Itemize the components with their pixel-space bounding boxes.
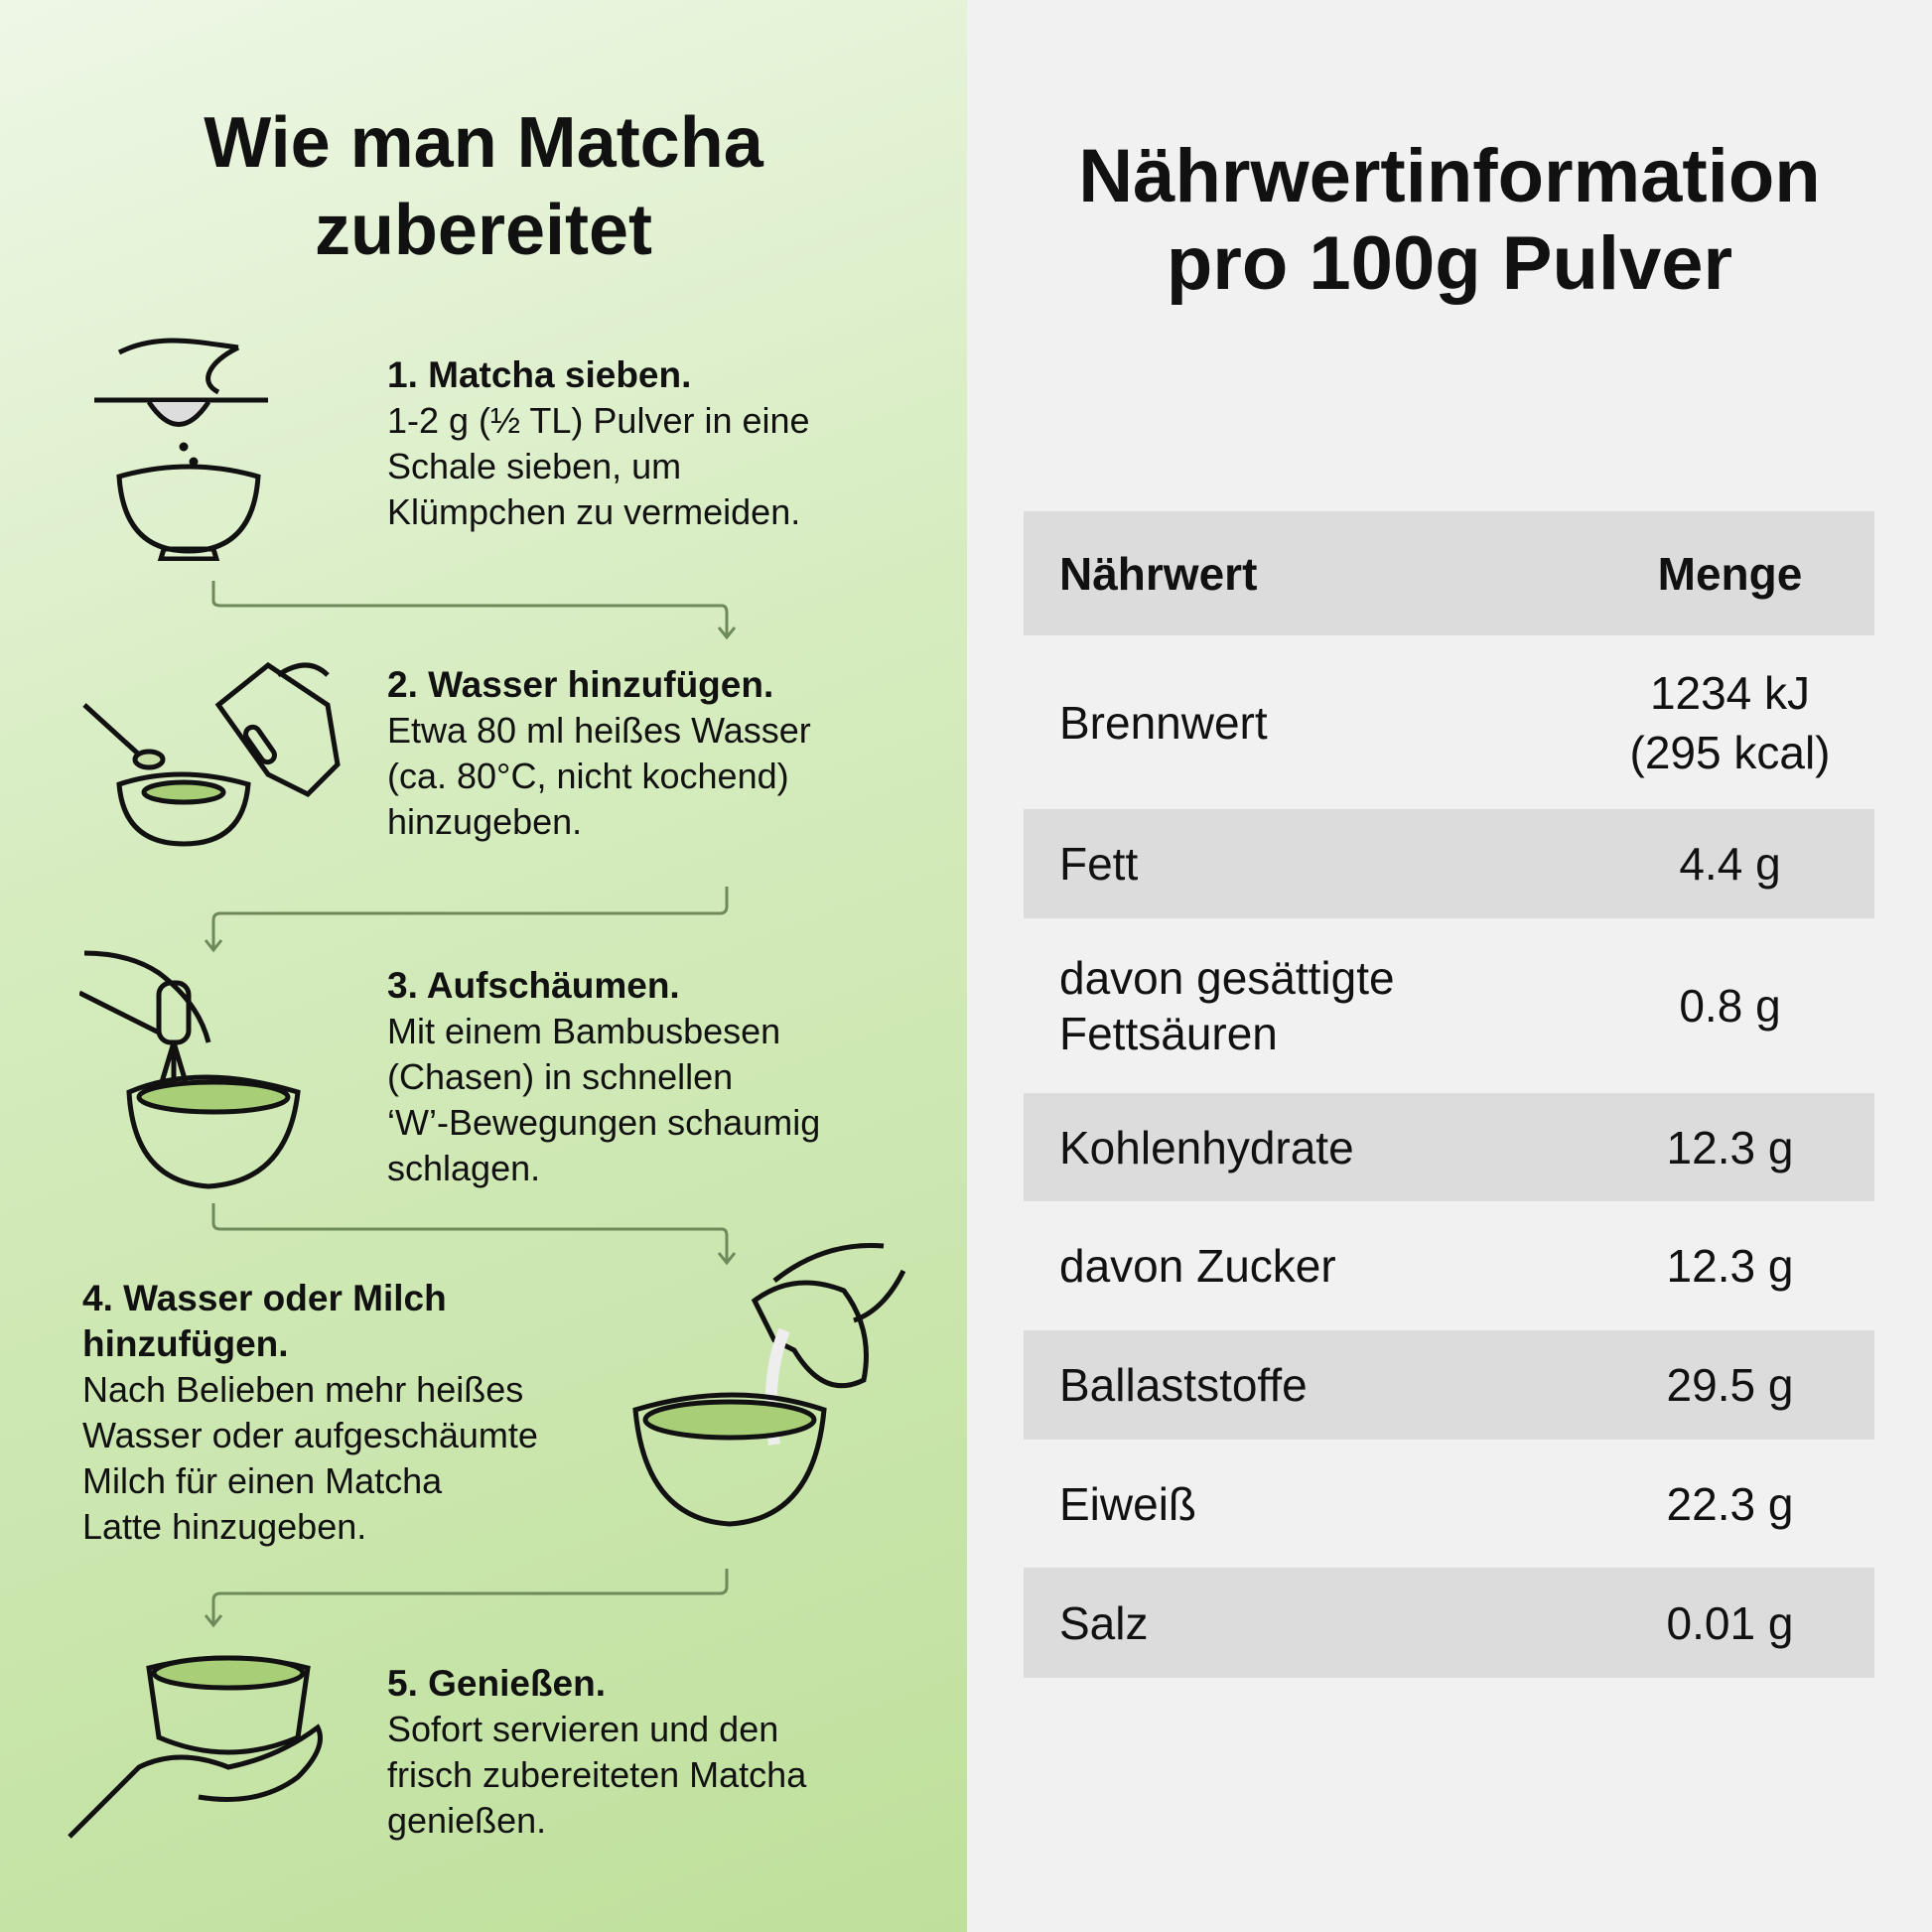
nutrition-title: Nährwertinformation pro 100g Pulver	[967, 133, 1932, 308]
nutrient-value: 0.8 g	[1679, 980, 1781, 1032]
step-text: schlagen.	[387, 1148, 541, 1188]
nutrition-table: Nährwert Menge Brennwert 1234 kJ (295 kcal…	[1024, 511, 1874, 1678]
header-nutrient: Nährwert	[1059, 547, 1258, 600]
nutrient-value: 22.3 g	[1666, 1477, 1794, 1530]
step-text: Schale sieben, um	[387, 446, 682, 486]
table-row: Kohlenhydrate 12.3 g	[1024, 1093, 1874, 1201]
step-text: Nach Belieben mehr heißes	[82, 1369, 524, 1410]
step-5: 5. Genießen. Sofort servieren und den fris…	[387, 1661, 806, 1844]
step-text: Latte hinzugeben.	[82, 1506, 367, 1547]
title-line: pro 100g Pulver	[1166, 221, 1733, 306]
step-text: Sofort servieren und den	[387, 1709, 779, 1749]
step-title: 2. Wasser hinzufügen.	[387, 664, 774, 705]
table-header: Nährwert Menge	[1024, 511, 1874, 635]
nutrient-name: davon Zucker	[1059, 1240, 1336, 1292]
step-title: 1. Matcha sieben.	[387, 354, 692, 395]
connector-arrow-4	[204, 1569, 729, 1628]
step-text: Klümpchen zu vermeiden.	[387, 491, 801, 532]
title-line: zubereitet	[314, 191, 653, 270]
pitcher-bowl-icon	[632, 1242, 906, 1527]
hand-cup-icon	[68, 1655, 323, 1839]
nutrient-value: 4.4 g	[1679, 838, 1781, 890]
table-row: Brennwert 1234 kJ (295 kcal)	[1024, 635, 1874, 809]
title-line: Wie man Matcha	[204, 103, 763, 183]
connector-arrow-2	[204, 887, 729, 953]
instructions-title: Wie man Matcha zubereitet	[0, 99, 967, 274]
step-text: frisch zubereiteten Matcha	[387, 1754, 807, 1795]
nutrient-name: Salz	[1059, 1596, 1149, 1649]
nutrient-name: Ballaststoffe	[1059, 1359, 1308, 1411]
table-row: Eiweiß 22.3 g	[1024, 1440, 1874, 1568]
nutrient-value: 0.01 g	[1666, 1596, 1794, 1649]
step-title: 5. Genießen.	[387, 1663, 607, 1704]
step-text: Mit einem Bambusbesen	[387, 1011, 781, 1051]
step-text: genießen.	[387, 1800, 547, 1841]
step-text: Etwa 80 ml heißes Wasser	[387, 710, 811, 751]
nutrient-value: 29.5 g	[1666, 1359, 1794, 1411]
step-1: 1. Matcha sieben. 1-2 g (½ TL) Pulver in …	[387, 352, 810, 535]
table-row: davon gesättigte Fettsäuren 0.8 g	[1024, 918, 1874, 1093]
nutrient-name: Eiweiß	[1059, 1477, 1197, 1530]
step-2: 2. Wasser hinzufügen. Etwa 80 ml heißes W…	[387, 662, 811, 845]
whisk-bowl-icon	[79, 950, 301, 1189]
nutrient-name: Brennwert	[1059, 696, 1268, 749]
step-text: (ca. 80°C, nicht kochend)	[387, 756, 789, 796]
nutrient-name: davon gesättigte Fettsäuren	[1059, 952, 1395, 1059]
kettle-bowl-icon	[82, 661, 341, 847]
nutrient-value: 12.3 g	[1666, 1240, 1794, 1292]
step-connectors	[204, 581, 737, 1628]
step-3: 3. Aufschäumen. Mit einem Bambusbesen (Cha…	[387, 963, 820, 1191]
header-amount: Menge	[1657, 547, 1803, 600]
nutrient-name: Kohlenhydrate	[1059, 1121, 1354, 1173]
table-row: Ballaststoffe 29.5 g	[1024, 1330, 1874, 1440]
step-title: 3. Aufschäumen.	[387, 965, 680, 1006]
step-title: 4. Wasser oder Milch hinzufügen.	[82, 1278, 447, 1364]
nutrient-value: 12.3 g	[1666, 1121, 1794, 1173]
table-row: Fett 4.4 g	[1024, 809, 1874, 918]
step-text: ‘W’-Bewegungen schaumig	[387, 1102, 821, 1143]
table-row: davon Zucker 12.3 g	[1024, 1201, 1874, 1330]
step-text: Wasser oder aufgeschäumte	[82, 1415, 538, 1455]
connector-arrow-3	[211, 1203, 737, 1266]
step-text: 1-2 g (½ TL) Pulver in eine	[387, 400, 810, 441]
step-text: (Chasen) in schnellen	[387, 1056, 734, 1097]
nutrient-value: 1234 kJ (295 kcal)	[1629, 666, 1831, 778]
connector-arrow-1	[211, 581, 737, 640]
table-row: Salz 0.01 g	[1024, 1568, 1874, 1678]
step-4: 4. Wasser oder Milch hinzufügen. Nach Bel…	[82, 1276, 619, 1550]
nutrient-name: Fett	[1059, 838, 1139, 890]
step-text: hinzugeben.	[387, 801, 583, 842]
sieve-bowl-icon	[94, 338, 268, 561]
title-line: Nährwertinformation	[1078, 134, 1821, 218]
instructions-panel	[0, 0, 967, 1932]
step-text: Milch für einen Matcha	[82, 1460, 443, 1501]
